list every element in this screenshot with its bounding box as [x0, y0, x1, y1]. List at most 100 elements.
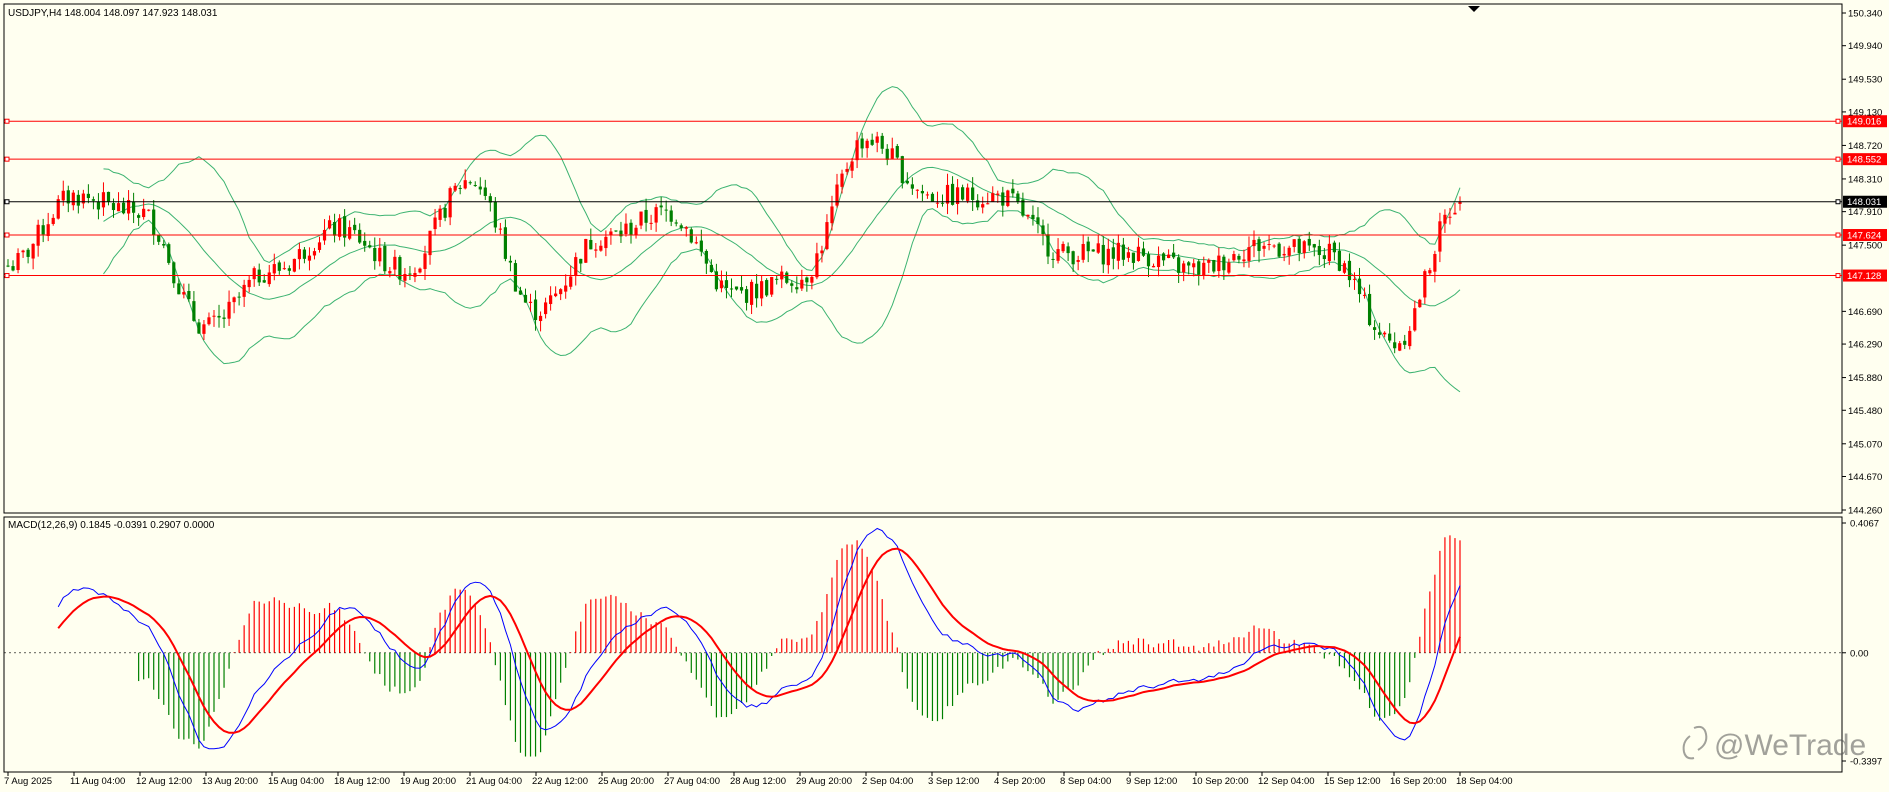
candle	[694, 236, 698, 245]
candle	[343, 209, 347, 247]
time-tick-label: 11 Aug 04:00	[70, 776, 125, 787]
candle	[890, 137, 894, 160]
time-tick-label: 18 Sep 04:00	[1456, 776, 1513, 787]
level-anchor-right[interactable]	[1835, 118, 1841, 124]
candle	[363, 232, 367, 252]
candle	[1322, 247, 1326, 268]
macd-main-line	[57, 527, 1461, 750]
candle	[915, 189, 919, 199]
chart-shift-marker-icon[interactable]	[1468, 6, 1480, 12]
level-anchor-left[interactable]	[4, 199, 10, 205]
candle	[358, 223, 362, 244]
level-anchor-right[interactable]	[1835, 156, 1841, 162]
candle	[1403, 334, 1407, 350]
time-tick-label: 10 Sep 20:00	[1192, 776, 1249, 787]
candle	[1141, 241, 1146, 257]
price-level-label: 147.624	[1847, 231, 1881, 242]
candle	[1177, 254, 1181, 283]
candle	[1398, 340, 1402, 352]
level-anchor-left[interactable]	[4, 118, 10, 124]
candle	[945, 173, 950, 215]
macd-tick-label: -0.3397	[1850, 757, 1882, 768]
time-tick-label: 22 Aug 12:00	[532, 776, 588, 787]
candle	[1101, 236, 1105, 274]
candle	[458, 185, 462, 195]
candle	[187, 283, 191, 303]
candle	[373, 237, 377, 270]
candle	[21, 249, 25, 258]
candle	[1347, 253, 1352, 288]
candle	[1242, 249, 1246, 268]
chart-header: USDJPY,H4 148.004 148.097 147.923 148.03…	[8, 8, 218, 19]
candle	[800, 269, 804, 292]
candle	[222, 309, 226, 328]
candle	[413, 267, 417, 283]
macd-header: MACD(12,26,9) 0.1845 -0.0391 0.2907 0.00…	[8, 520, 215, 531]
candle	[202, 320, 206, 341]
candle	[503, 219, 507, 262]
candle	[538, 311, 543, 332]
price-level-label: 147.128	[1847, 271, 1881, 282]
price-axis: 150.340 149.940 149.530 149.130 148.720 148.3…	[1842, 9, 1882, 517]
candle	[317, 236, 322, 253]
candle	[307, 247, 312, 271]
candle	[619, 221, 623, 243]
time-tick-label: 4 Sep 20:00	[994, 776, 1045, 787]
candle	[197, 318, 201, 334]
candle	[212, 310, 216, 327]
candle	[177, 278, 181, 295]
candle	[56, 195, 60, 220]
macd-panel-frame	[3, 516, 1843, 773]
candle	[1267, 235, 1271, 251]
candle	[398, 255, 402, 286]
candle	[1257, 236, 1261, 263]
candle	[991, 186, 995, 202]
candle	[880, 132, 884, 154]
time-tick-label: 27 Aug 04:00	[664, 776, 720, 787]
candle	[870, 133, 874, 146]
candle	[1342, 260, 1347, 275]
candle	[418, 267, 422, 274]
candle	[966, 183, 970, 204]
candle	[940, 194, 945, 207]
candle	[855, 131, 859, 169]
candle	[1277, 242, 1281, 258]
candle	[533, 290, 538, 331]
candle	[1011, 179, 1015, 198]
price-level-label: 148.552	[1847, 155, 1881, 166]
candle	[192, 291, 196, 322]
price-tick-label: 146.690	[1848, 307, 1882, 318]
candle	[1408, 326, 1412, 350]
level-anchor-right[interactable]	[1835, 273, 1841, 279]
candle	[860, 132, 864, 158]
level-anchor-right[interactable]	[1835, 232, 1841, 238]
level-anchor-left[interactable]	[4, 156, 10, 162]
candle	[649, 214, 653, 230]
time-tick-label: 7 Aug 2025	[4, 776, 52, 787]
candle	[292, 258, 296, 273]
candle	[1272, 244, 1276, 249]
candle	[1066, 242, 1070, 262]
candle	[950, 176, 955, 206]
time-tick-label: 3 Sep 12:00	[928, 776, 979, 787]
price-tick-label: 148.720	[1848, 141, 1882, 152]
candle	[172, 261, 176, 288]
candle	[930, 192, 935, 202]
candle	[232, 296, 236, 314]
candle	[614, 230, 618, 233]
time-tick-label: 16 Sep 20:00	[1390, 776, 1447, 787]
candle	[247, 275, 251, 293]
candle	[483, 179, 487, 201]
candle	[86, 184, 90, 204]
candle	[433, 208, 437, 236]
candle	[337, 214, 342, 241]
price-level-label: 149.016	[1847, 117, 1881, 128]
candle	[1302, 240, 1306, 259]
candle	[1086, 236, 1090, 263]
level-anchor-left[interactable]	[4, 232, 10, 238]
candle	[378, 237, 382, 267]
level-anchor-right[interactable]	[1835, 199, 1841, 205]
candle	[549, 286, 553, 311]
level-anchor-left[interactable]	[4, 273, 10, 279]
